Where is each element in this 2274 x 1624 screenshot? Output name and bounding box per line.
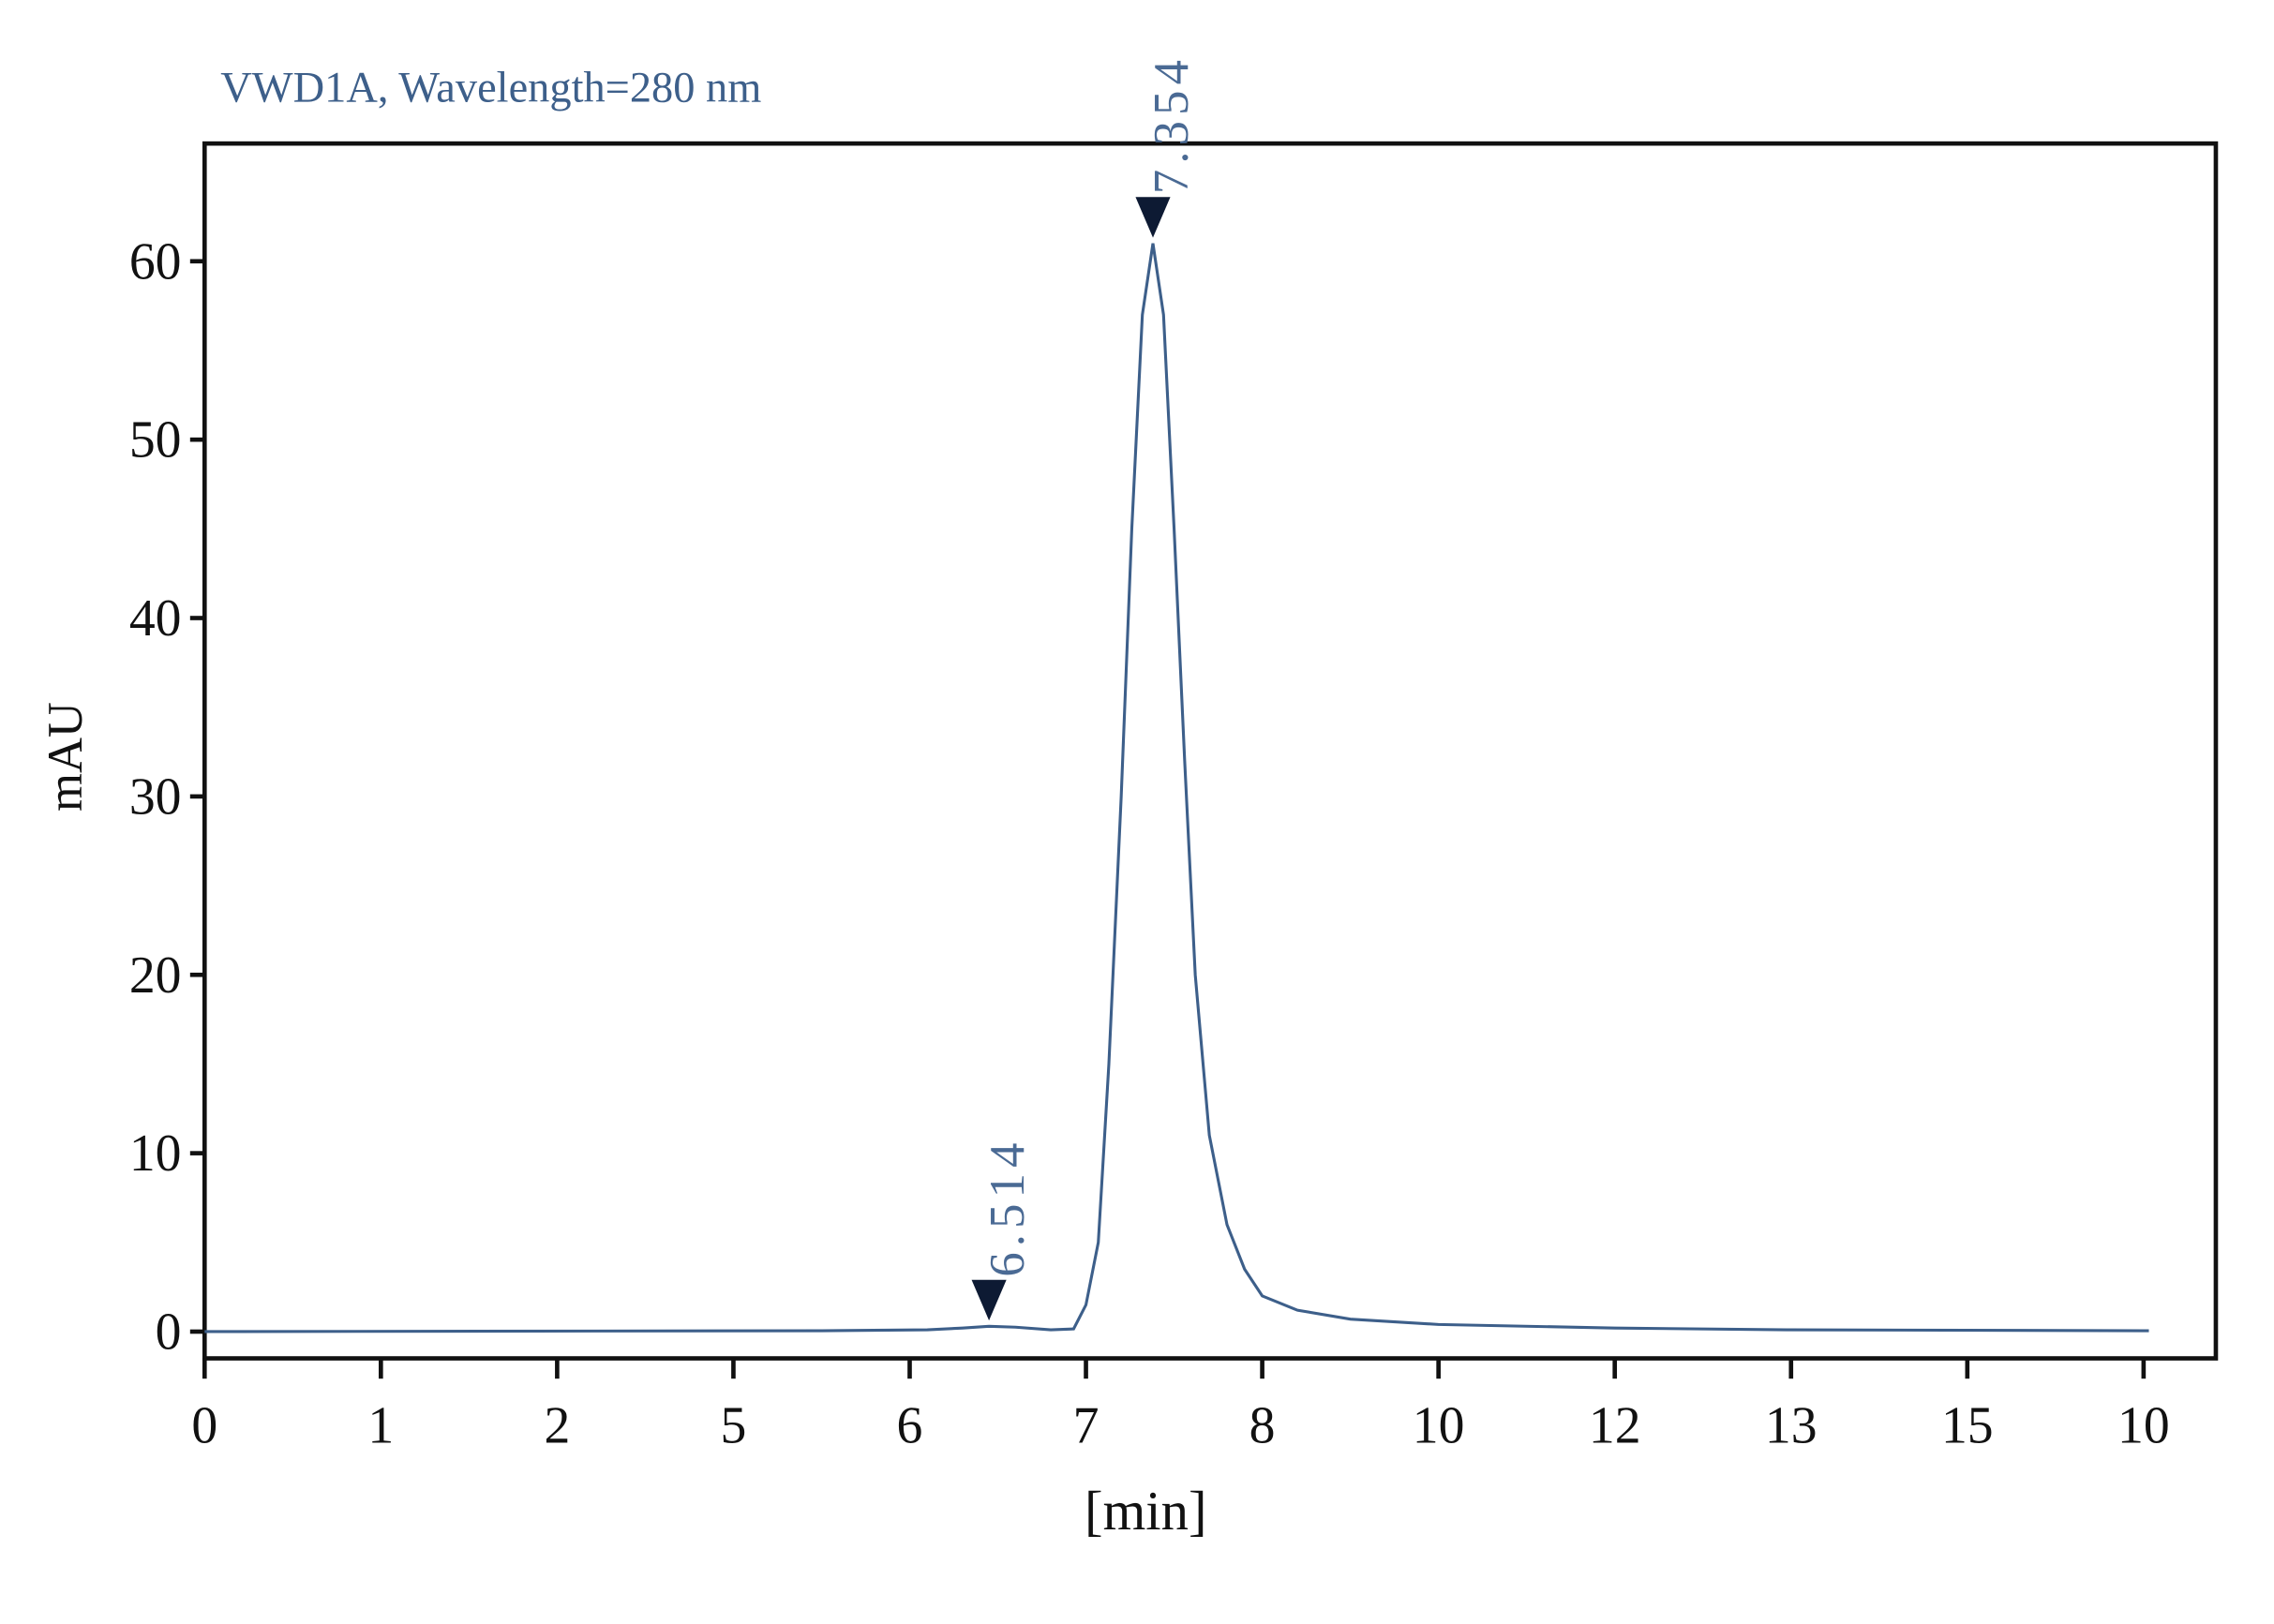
y-tick-label: 40 [129, 589, 182, 648]
x-axis-label: [min] [1085, 1481, 1207, 1542]
x-tick-label: 5 [721, 1396, 747, 1454]
peak-label: 7.354 [1144, 54, 1199, 194]
x-tick-label: 2 [544, 1396, 570, 1454]
x-tick-label: 7 [1073, 1396, 1100, 1454]
trace-line [204, 243, 2149, 1333]
plot-frame [202, 141, 2219, 1361]
y-tick-label: 60 [129, 232, 182, 291]
x-tick-label: 15 [1941, 1396, 1994, 1454]
x-tick-label: 12 [1589, 1396, 1641, 1454]
chart-title: VWD1A, Wavelength=280 nm [220, 64, 761, 112]
x-tick-label: 13 [1765, 1396, 1818, 1454]
y-tick-label: 20 [129, 946, 182, 1005]
y-tick-label: 50 [129, 411, 182, 469]
x-tick-label: 0 [191, 1396, 217, 1454]
peak-marker [1135, 197, 1171, 238]
x-tick-label: 10 [2117, 1396, 2170, 1454]
x-tick-label: 8 [1249, 1396, 1276, 1454]
x-tick-label: 6 [897, 1396, 923, 1454]
y-tick-label: 30 [129, 767, 182, 826]
y-tick-label: 0 [156, 1304, 182, 1362]
x-tick-label: 1 [367, 1396, 394, 1454]
peak-marker [971, 1279, 1007, 1321]
y-tick-label: 10 [129, 1125, 182, 1183]
x-tick-label: 10 [1413, 1396, 1465, 1454]
y-axis-label: mAU [38, 702, 93, 812]
peak-label: 6.514 [980, 1137, 1035, 1276]
